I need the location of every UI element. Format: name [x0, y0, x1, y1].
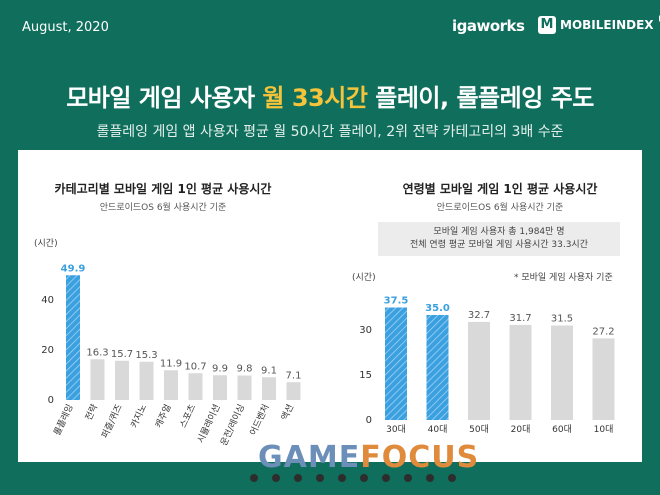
data-label: 10.7 [184, 361, 206, 372]
data-label: 31.7 [509, 313, 531, 324]
y-tick-label: 20 [41, 345, 54, 356]
left-chart-title: 카테고리별 모바일 게임 1인 평균 사용시간 [54, 182, 272, 196]
bar [551, 325, 573, 420]
page-title: 모바일 게임 사용자 월 33시간 플레이, 롤플레잉 주도 [0, 78, 660, 113]
data-label: 9.8 [237, 364, 253, 375]
data-label: 9.9 [212, 363, 228, 374]
bar [385, 307, 407, 420]
page-dot[interactable] [404, 474, 412, 482]
category-label: 캐주얼 [153, 403, 173, 430]
category-label: 60대 [552, 424, 572, 435]
bar [139, 361, 154, 400]
right-chart-footnote: * 모바일 게임 사용자 기준 [514, 273, 613, 283]
bar [509, 324, 532, 420]
data-label: 32.7 [468, 310, 490, 321]
bar [468, 321, 490, 420]
mobileindex-text: MOBILEINDEX [560, 18, 654, 32]
hd-badge: HD [658, 14, 660, 22]
y-tick-label: 0 [366, 415, 372, 426]
left-chart-subtitle: 안드로이드OS 6월 사용시간 기준 [99, 203, 227, 213]
bar [237, 375, 252, 400]
bar [90, 359, 105, 400]
category-label: 10대 [594, 424, 614, 435]
bar [164, 370, 178, 400]
y-tick-label: 15 [359, 370, 372, 381]
data-label: 7.1 [286, 370, 302, 381]
y-tick-label: 40 [41, 295, 54, 306]
category-label: 20대 [511, 424, 531, 435]
category-label: 퍼즐/퀴즈 [99, 403, 124, 440]
page-dot[interactable] [272, 474, 280, 482]
watermark-tagline: Global No.1 Game Media [266, 432, 350, 439]
bar [286, 382, 301, 400]
page-dot[interactable] [426, 474, 434, 482]
y-tick-label: 0 [48, 395, 54, 406]
summary-note-box: 모바일 게임 사용자 총 1,984만 명 전체 연령 평균 모바일 게임 사용… [378, 222, 620, 256]
chart-panel: 카테고리별 모바일 게임 1인 평균 사용시간 안드로이드OS 6월 사용시간 … [18, 150, 642, 462]
category-bar-chart: (시간) 0 20 40 49.9 롤플레잉 16.3 전략 15.7 퍼즐/퀴즈 15.3 카지노 1… [34, 238, 302, 448]
category-label: 시뮬레이션 [195, 403, 222, 445]
category-label: 스포츠 [178, 403, 198, 430]
data-label: 16.3 [86, 347, 108, 358]
pagination-dots [250, 474, 456, 482]
page-dot[interactable] [382, 474, 390, 482]
data-label: 15.7 [111, 349, 133, 360]
data-label: 35.0 [425, 303, 450, 314]
watermark-logo: GAMEFOCUS [258, 440, 479, 475]
title-part1: 모바일 게임 사용자 [66, 84, 263, 112]
bar [262, 377, 276, 400]
title-highlight: 월 33시간 [262, 84, 368, 112]
bar [592, 338, 615, 420]
right-chart-title: 연령별 모바일 게임 1인 평균 사용시간 [402, 182, 598, 196]
title-part2: 플레이, 롤플레잉 주도 [367, 84, 594, 112]
watermark-focus: FOCUS [360, 440, 480, 475]
page-subtitle: 롤플레잉 게임 앱 사용자 평균 월 50시간 플레이, 2위 전략 카테고리의… [96, 124, 564, 140]
category-label: 카지노 [129, 403, 149, 430]
category-label: 전략 [82, 402, 100, 422]
y-tick-label: 30 [359, 325, 372, 336]
page-dot[interactable] [360, 474, 368, 482]
bar [213, 375, 227, 400]
top-bar: August, 2020 igaworks M MOBILEINDEX HD [0, 0, 660, 58]
category-label: 롤플레잉 [51, 402, 76, 437]
category-label: 운전/레이싱 [218, 403, 247, 448]
page-dot[interactable] [448, 474, 456, 482]
data-label: 37.5 [384, 296, 409, 307]
igaworks-logo: igaworks [452, 17, 525, 35]
age-bar-chart: (시간) 0 15 30 37.5 30대 35.0 40대 32.7 50대 31.7 20대 31.… [352, 272, 615, 435]
bar [426, 315, 449, 420]
y-axis-label: (시간) [352, 272, 376, 283]
data-label: 27.2 [592, 326, 614, 337]
y-axis-label: (시간) [34, 238, 58, 249]
page-dot[interactable] [338, 474, 346, 482]
data-label: 9.1 [261, 365, 277, 376]
page-dot[interactable] [294, 474, 302, 482]
data-label: 15.3 [135, 350, 157, 361]
note-line-1: 모바일 게임 사용자 총 1,984만 명 [433, 227, 565, 237]
category-label: 50대 [469, 424, 489, 435]
page-dot[interactable] [316, 474, 324, 482]
right-chart-subtitle: 안드로이드OS 6월 사용시간 기준 [436, 203, 564, 213]
data-label: 31.5 [551, 314, 573, 325]
bar [115, 360, 129, 400]
bar [188, 373, 203, 400]
data-label: 49.9 [61, 263, 86, 274]
page-dot[interactable] [250, 474, 258, 482]
data-label: 11.9 [160, 358, 182, 369]
category-label: 40대 [428, 424, 448, 435]
report-date: August, 2020 [22, 20, 109, 35]
category-label: 액션 [278, 402, 296, 422]
mobileindex-icon: M [538, 16, 556, 34]
note-line-2: 전체 연령 평균 모바일 게임 사용시간 33.3시간 [410, 240, 588, 250]
category-label: 30대 [386, 424, 406, 435]
mobileindex-logo: M MOBILEINDEX HD [538, 14, 660, 34]
watermark-game: GAME [258, 440, 361, 475]
bar [66, 275, 80, 400]
gamefocus-watermark: Global No.1 Game Media GAMEFOCUS [258, 432, 478, 482]
